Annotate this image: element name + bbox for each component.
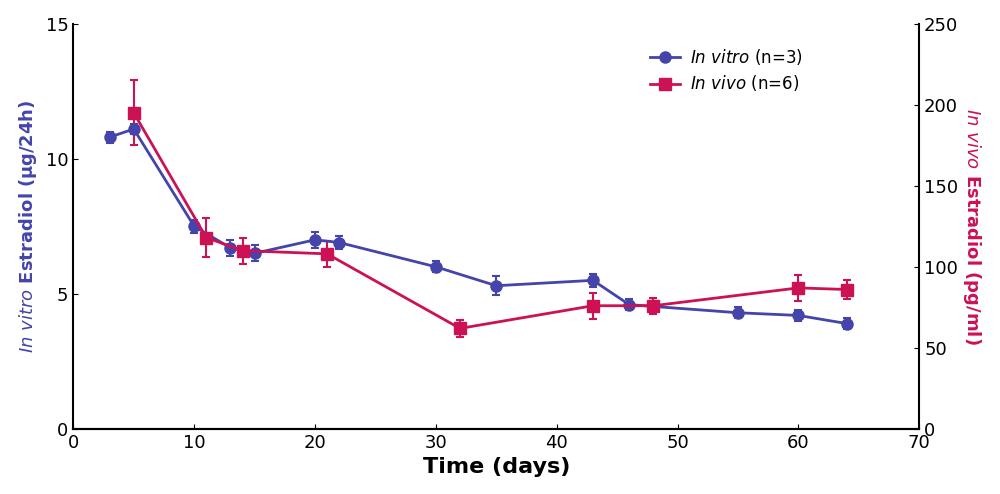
Y-axis label: $\it{In\ vitro}$ Estradiol (μg/24h): $\it{In\ vitro}$ Estradiol (μg/24h) — [17, 100, 39, 353]
X-axis label: Time (days): Time (days) — [423, 457, 570, 477]
Y-axis label: $\it{In\ vivo}$ Estradiol (pg/ml): $\it{In\ vivo}$ Estradiol (pg/ml) — [961, 108, 983, 345]
Legend: $\it{In\ vitro}$ (n=3), $\it{In\ vivo}$ (n=6): $\it{In\ vitro}$ (n=3), $\it{In\ vivo}$ … — [643, 40, 809, 100]
